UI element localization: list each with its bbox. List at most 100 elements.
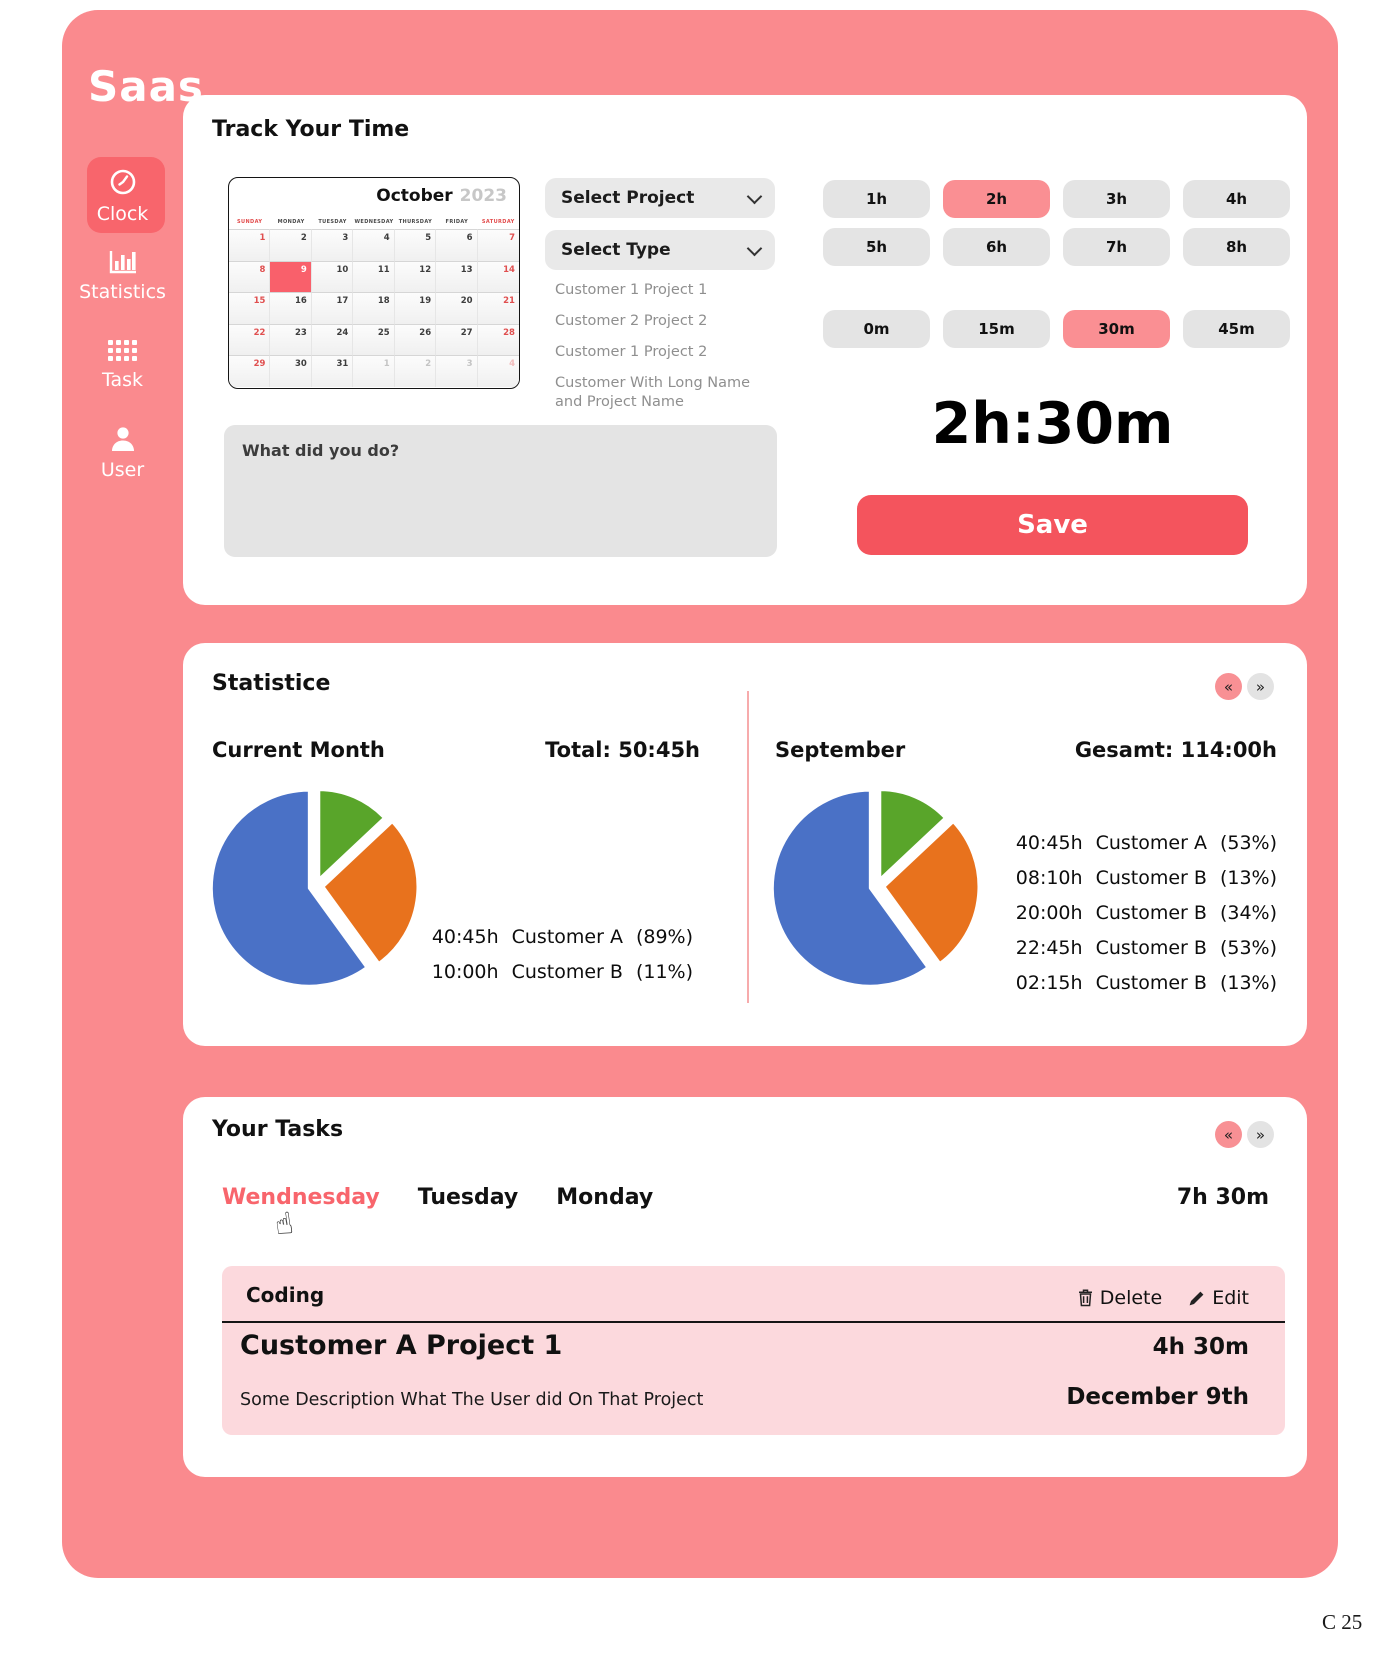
hour-button-4h[interactable]: 4h (1183, 180, 1290, 218)
calendar-month: October (376, 186, 453, 206)
calendar-day-cell[interactable]: 2 (270, 229, 312, 261)
pencil-icon (1188, 1290, 1205, 1307)
select-project-dropdown[interactable]: Select Project (545, 178, 775, 218)
current-month-pie-chart (211, 781, 421, 991)
calendar-day-headers: SUNDAY MONDAY TUESDAY WEDNESDAY THURSDAY FRID… (229, 219, 519, 225)
calendar-title: October 2023 (376, 186, 507, 206)
calendar-day-cell[interactable]: 7 (477, 229, 519, 261)
app-container: Saas Clock Statistics (62, 10, 1338, 1578)
delete-button[interactable]: Delete (1078, 1287, 1162, 1309)
minute-button-0m[interactable]: 0m (823, 310, 930, 348)
prev-arrow-button[interactable]: « (1215, 1121, 1242, 1148)
hour-button-6h[interactable]: 6h (943, 228, 1050, 266)
calendar-day-number: 15 (253, 296, 266, 307)
hour-button-1h[interactable]: 1h (823, 180, 930, 218)
tab-wendnesday[interactable]: Wendnesday (222, 1185, 380, 1210)
calendar-day-cell[interactable]: 15 (229, 292, 271, 324)
calendar-day-number: 7 (509, 233, 515, 243)
hour-button-5h[interactable]: 5h (823, 228, 930, 266)
calendar-day-cell[interactable]: 8 (229, 260, 271, 293)
hour-button-8h[interactable]: 8h (1183, 228, 1290, 266)
calendar-day-cell[interactable]: 25 (353, 323, 395, 356)
calendar-day-cell[interactable]: 29 (229, 355, 271, 387)
next-arrow-button[interactable]: » (1247, 1121, 1274, 1148)
project-list-item[interactable]: Customer 1 Project 2 (555, 344, 708, 361)
calendar-day-number: 28 (503, 327, 515, 338)
calendar-day-cell[interactable]: 22 (229, 323, 271, 356)
calendar-day-header: WEDNESDAY (354, 219, 394, 225)
calendar-day-cell[interactable]: 21 (477, 292, 519, 324)
calendar-day-number: 6 (466, 233, 473, 243)
project-list-item[interactable]: Customer 1 Project 1 (555, 282, 708, 298)
sidebar-item-user[interactable]: User (62, 425, 183, 481)
prev-arrow-button[interactable]: « (1215, 673, 1242, 700)
minute-button-45m[interactable]: 45m (1183, 310, 1290, 348)
minute-button-30m[interactable]: 30m (1063, 310, 1170, 348)
notes-textarea[interactable] (224, 425, 777, 557)
calendar-day-cell[interactable]: 11 (353, 260, 395, 293)
calendar-day-cell[interactable]: 31 (311, 355, 354, 387)
save-button[interactable]: Save (857, 495, 1248, 555)
calendar-day-number: 2 (425, 359, 432, 370)
edit-button[interactable]: Edit (1188, 1287, 1249, 1309)
legend-percent: (13%) (1219, 971, 1277, 994)
calendar-day-cell[interactable]: 20 (436, 292, 478, 324)
calendar-day-cell[interactable]: 26 (394, 323, 437, 356)
calendar-day-cell[interactable]: 14 (477, 260, 519, 293)
calendar-day-cell[interactable]: 4 (353, 229, 395, 261)
calendar-day-cell[interactable]: 17 (311, 292, 354, 324)
sidebar-item-statistics[interactable]: Statistics (62, 248, 183, 303)
grid-icon (62, 340, 183, 363)
minute-button-15m[interactable]: 15m (943, 310, 1050, 348)
project-list-item[interactable]: Customer With Long Name and Project Name (555, 375, 751, 410)
bar-chart-icon (62, 248, 183, 275)
legend-hours: 02:15h (1015, 971, 1083, 994)
chevron-down-icon (746, 188, 763, 205)
calendar-day-header: SATURDAY (481, 219, 515, 225)
calendar-day-cell[interactable]: 30 (270, 355, 312, 387)
legend-row: 20:00h Customer B (34%) (1016, 895, 1277, 930)
legend-percent: (53%) (1219, 936, 1277, 959)
next-arrow-button[interactable]: » (1247, 673, 1274, 700)
legend-percent: (89%) (635, 925, 693, 948)
hour-button-3h[interactable]: 3h (1063, 180, 1170, 218)
calendar-day-cell[interactable]: 18 (353, 292, 395, 324)
calendar-day-cell[interactable]: 27 (436, 323, 478, 356)
pie-slice-green (878, 788, 947, 882)
calendar-day-cell[interactable]: 24 (311, 323, 354, 356)
legend-hours: 20:00h (1015, 901, 1083, 924)
calendar-day-cell[interactable]: 28 (477, 323, 519, 356)
calendar-day-cell[interactable]: 12 (394, 260, 437, 293)
calendar-day-cell[interactable]: 2 (394, 355, 437, 387)
calendar-day-cell[interactable]: 9 (270, 260, 312, 293)
calendar-day-cell[interactable]: 1 (229, 229, 271, 261)
legend-customer: Customer B (1095, 971, 1207, 994)
calendar-day-cell[interactable]: 4 (477, 355, 519, 387)
tab-monday[interactable]: Monday (556, 1185, 654, 1210)
sidebar-item-clock-content[interactable]: Clock (62, 167, 183, 225)
calendar-day-header: MONDAY (277, 219, 305, 225)
calendar-day-cell[interactable]: 23 (270, 323, 312, 356)
calendar-day-cell[interactable]: 5 (394, 229, 437, 261)
calendar-day-cell[interactable]: 3 (311, 229, 354, 261)
calendar-day-cell[interactable]: 1 (353, 355, 395, 387)
calendar-day-cell[interactable]: 19 (394, 292, 437, 324)
hour-button-2h[interactable]: 2h (943, 180, 1050, 218)
sidebar-item-clock[interactable] (87, 157, 165, 233)
calendar-day-cell[interactable]: 3 (436, 355, 478, 387)
current-month-heading: Current Month (212, 738, 385, 762)
select-type-dropdown[interactable]: Select Type (545, 230, 775, 270)
calendar-day-cell[interactable]: 6 (436, 229, 478, 261)
project-list-item[interactable]: Customer 2 Project 2 (555, 313, 708, 330)
hour-button-7h[interactable]: 7h (1063, 228, 1170, 266)
calendar-day-cell[interactable]: 13 (436, 260, 478, 293)
calendar-day-cell[interactable]: 10 (311, 260, 354, 293)
calendar-day-cell[interactable]: 16 (270, 292, 312, 324)
tab-tuesday[interactable]: Tuesday (417, 1185, 519, 1210)
hand-cursor-icon: ☝ (272, 1205, 296, 1244)
legend-hours: 40:45h (431, 925, 499, 948)
calendar[interactable]: October 2023 SUNDAY MONDAY TUESDAY WEDNESDAY… (228, 177, 520, 389)
legend-customer: Customer A (1095, 831, 1207, 854)
sidebar-item-task[interactable]: Task (62, 340, 183, 391)
calendar-day-number: 20 (460, 296, 473, 307)
